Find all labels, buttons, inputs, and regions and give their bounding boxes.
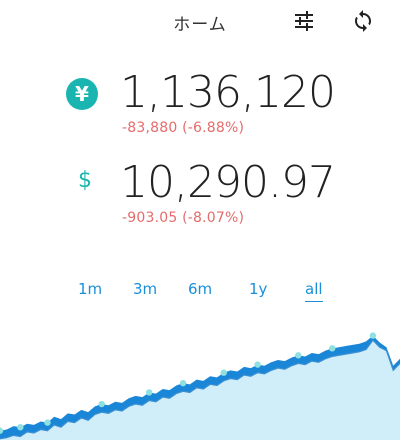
- app-header: ホーム: [0, 0, 400, 44]
- yen-icon: ¥: [66, 78, 98, 110]
- sliders-icon-graphic: [295, 11, 313, 31]
- refresh-icon[interactable]: [351, 9, 375, 33]
- chart-marker-9: [329, 345, 336, 352]
- dollar-icon: $: [78, 168, 92, 193]
- jpy-change: -83,880 (-6.88%): [122, 120, 245, 136]
- chart-marker-3: [98, 400, 105, 408]
- chart-svg: [0, 332, 400, 440]
- chart-marker-1: [17, 424, 24, 431]
- range-6m[interactable]: 6m: [188, 280, 213, 298]
- chart-marker-2: [44, 419, 51, 426]
- range-1y[interactable]: 1y: [249, 280, 268, 298]
- chart-marker-0: [0, 427, 4, 434]
- usd-amount: 10,290.97: [120, 157, 336, 208]
- portfolio-chart: [0, 320, 400, 440]
- series-lower-area: [0, 340, 400, 440]
- range-1m[interactable]: 1m: [78, 280, 103, 298]
- chart-marker-5: [179, 379, 187, 387]
- range-3m[interactable]: 3m: [133, 280, 158, 298]
- refresh-icon-graphic: [355, 10, 371, 32]
- page-title: ホーム: [173, 15, 227, 35]
- chart-marker-4: [145, 389, 153, 396]
- range-all[interactable]: all: [305, 280, 323, 302]
- chart-marker-6: [220, 369, 227, 376]
- series-line: [0, 339, 400, 440]
- sliders-icon[interactable]: [292, 9, 316, 33]
- jpy-amount: 1,136,120: [120, 67, 336, 118]
- range-selector: 1m 3m 6m 1y all: [0, 280, 400, 304]
- chart-marker-8: [295, 352, 302, 359]
- chart-marker-10: [369, 332, 377, 339]
- chart-marker-7: [254, 361, 261, 368]
- usd-change: -903.05 (-8.07%): [122, 210, 245, 226]
